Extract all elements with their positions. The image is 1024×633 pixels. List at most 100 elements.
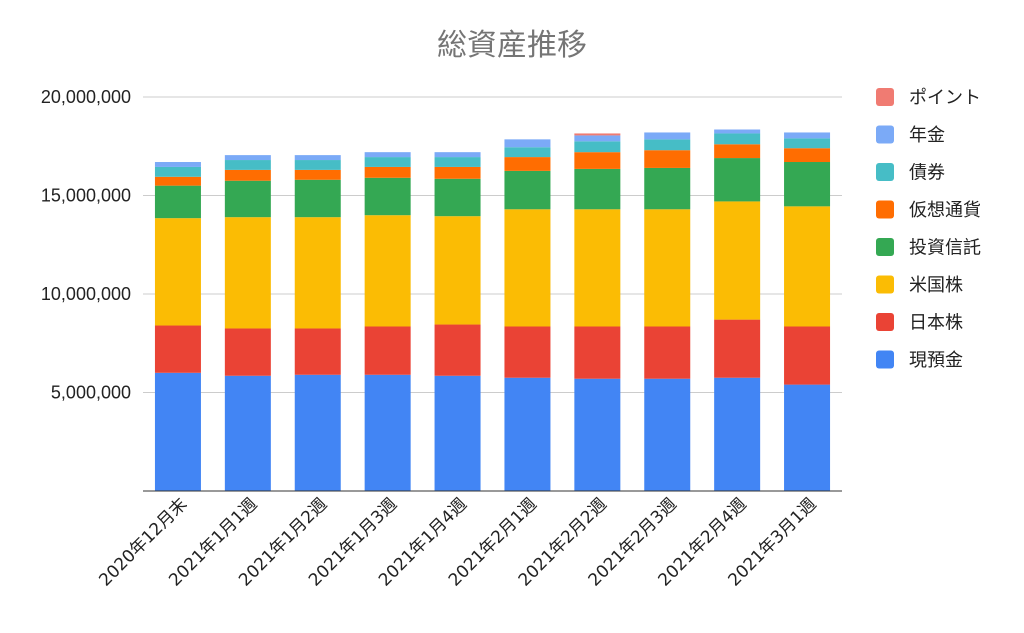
legend-label: 仮想通貨 [909, 200, 981, 221]
bar-segment [154, 185, 201, 219]
legend-item: 債券 [876, 163, 945, 184]
bar-segment [364, 166, 411, 178]
bar-segment [574, 209, 621, 327]
bar-segment [574, 133, 621, 136]
legend-item: 米国株 [876, 275, 963, 296]
bar-segment [294, 155, 341, 161]
legend-item: 現預金 [876, 350, 963, 371]
bar-segment [224, 155, 271, 161]
legend-swatch [876, 238, 894, 256]
bar-stack [574, 133, 621, 491]
bar-segment [644, 132, 691, 140]
y-tick-label: 10,000,000 [41, 284, 131, 304]
bar-segment [574, 326, 621, 379]
legend-label: 年金 [909, 125, 945, 146]
bar-segment [504, 326, 551, 378]
legend-label: ポイント [909, 88, 981, 109]
bar-segment [784, 132, 831, 139]
bar-segment [294, 328, 341, 375]
bar-segment [364, 152, 411, 158]
bar-stack [154, 162, 201, 491]
legend-swatch [876, 163, 894, 181]
legend-swatch [876, 350, 894, 369]
bar-segment [784, 206, 831, 327]
bar-stack [644, 132, 691, 491]
bar-segment [714, 144, 761, 159]
y-tick-label: 15,000,000 [41, 186, 131, 206]
legend-item: ポイント [876, 88, 981, 109]
legend-label: 投資信託 [909, 238, 981, 259]
bar-stack [294, 155, 341, 491]
legend-item: 投資信託 [876, 238, 981, 259]
legend-label: 日本株 [909, 313, 963, 334]
bar-segment [434, 178, 481, 217]
bar-segment [434, 166, 481, 179]
bar-stack [714, 129, 761, 491]
bar-segment [224, 375, 271, 491]
bar-segment [434, 152, 481, 158]
bar-segment [504, 209, 551, 327]
bar-segment [574, 378, 621, 491]
bar-segment [294, 217, 341, 329]
bar-stack [504, 139, 551, 491]
bars [154, 129, 831, 491]
bar-segment [364, 177, 411, 216]
legend-swatch [876, 200, 894, 219]
bar-segment [574, 168, 621, 210]
bar-segment [224, 328, 271, 376]
bar-segment [644, 150, 691, 168]
bar-segment [784, 138, 831, 149]
bar-segment [574, 152, 621, 169]
bar-segment [504, 170, 551, 210]
bar-segment [294, 179, 341, 218]
bar-segment [294, 374, 341, 491]
legend-item: 仮想通貨 [876, 200, 981, 221]
bar-stack [784, 132, 831, 491]
bar-segment [154, 325, 201, 373]
legend-label: 現預金 [909, 350, 963, 371]
bar-segment [504, 139, 551, 148]
bar-segment [714, 133, 761, 145]
legend-swatch [876, 275, 894, 294]
bar-segment [224, 169, 271, 181]
legend-label: 債券 [909, 163, 945, 184]
legend-swatch [876, 88, 894, 106]
bar-stack [224, 155, 271, 491]
bar-segment [644, 167, 691, 210]
y-tick-label: 20,000,000 [41, 87, 131, 107]
bar-segment [714, 377, 761, 491]
bar-segment [504, 377, 551, 491]
legend-item: 年金 [876, 125, 945, 146]
bar-segment [434, 324, 481, 376]
bar-segment [644, 209, 691, 327]
bar-segment [644, 326, 691, 379]
bar-segment [364, 215, 411, 327]
legend-item: 日本株 [876, 313, 963, 334]
bar-segment [644, 378, 691, 491]
bar-segment [714, 129, 761, 134]
bar-segment [644, 139, 691, 151]
bar-segment [364, 374, 411, 491]
bar-segment [574, 135, 621, 142]
bar-stack [434, 152, 481, 491]
chart-title: 総資産推移 [437, 28, 587, 63]
x-axis-tick-labels: 2020年12月末2021年1月1週2021年1月2週2021年1月3週2021… [95, 494, 820, 590]
bar-segment [154, 372, 201, 491]
legend-swatch [876, 125, 894, 144]
legend-label: 米国株 [909, 275, 963, 296]
bar-segment [714, 158, 761, 202]
bar-segment [364, 326, 411, 375]
bar-segment [434, 216, 481, 325]
bar-segment [364, 157, 411, 167]
bar-segment [434, 375, 481, 491]
bar-segment [154, 166, 201, 177]
legend-swatch [876, 313, 894, 331]
bar-segment [154, 218, 201, 326]
bar-segment [154, 176, 201, 186]
bar-segment [434, 157, 481, 167]
bar-segment [504, 147, 551, 158]
bar-segment [784, 326, 831, 385]
bar-segment [154, 162, 201, 167]
